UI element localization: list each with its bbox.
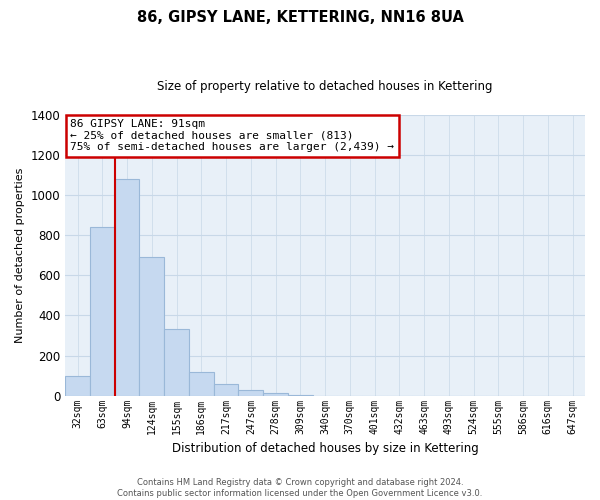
- Bar: [164, 330, 189, 396]
- Text: 86 GIPSY LANE: 91sqm
← 25% of detached houses are smaller (813)
75% of semi-deta: 86 GIPSY LANE: 91sqm ← 25% of detached h…: [70, 119, 394, 152]
- Bar: [214, 384, 238, 396]
- Text: Contains HM Land Registry data © Crown copyright and database right 2024.
Contai: Contains HM Land Registry data © Crown c…: [118, 478, 482, 498]
- Title: Size of property relative to detached houses in Kettering: Size of property relative to detached ho…: [157, 80, 493, 93]
- Bar: [65, 376, 90, 396]
- X-axis label: Distribution of detached houses by size in Kettering: Distribution of detached houses by size …: [172, 442, 478, 455]
- Bar: [139, 258, 164, 396]
- Y-axis label: Number of detached properties: Number of detached properties: [15, 168, 25, 343]
- Bar: [238, 390, 263, 396]
- Text: 86, GIPSY LANE, KETTERING, NN16 8UA: 86, GIPSY LANE, KETTERING, NN16 8UA: [137, 10, 463, 25]
- Bar: [263, 392, 288, 396]
- Bar: [288, 394, 313, 396]
- Bar: [189, 372, 214, 396]
- Bar: [115, 179, 139, 396]
- Bar: [90, 228, 115, 396]
